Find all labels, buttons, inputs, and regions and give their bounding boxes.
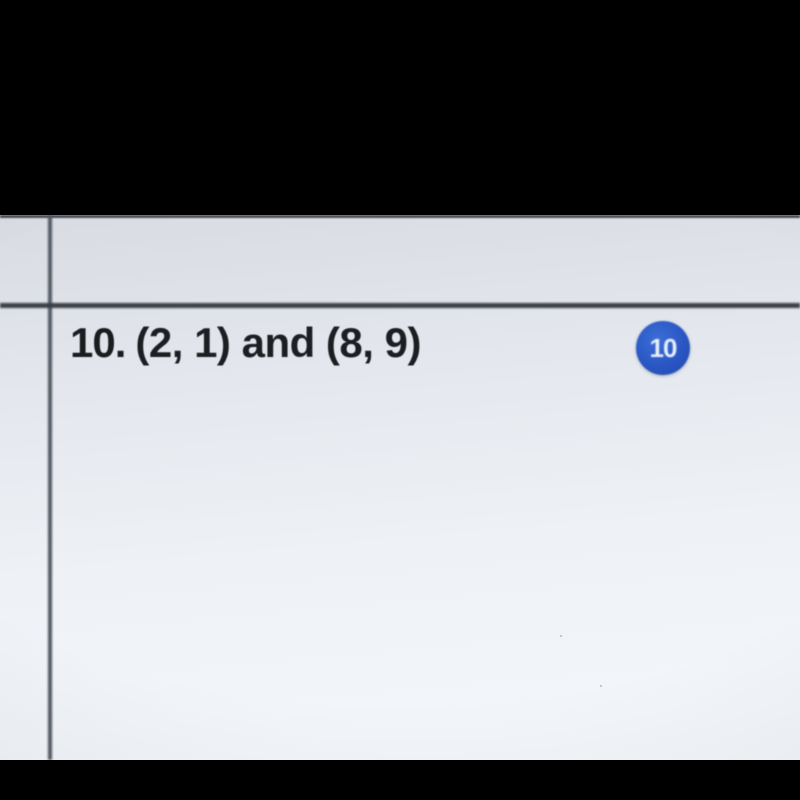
top-border-line — [0, 215, 800, 218]
problem-row: 10. (2, 1) and (8, 9) — [70, 319, 421, 367]
row-divider — [0, 303, 800, 308]
left-column-rule — [48, 215, 52, 760]
dust-spec — [560, 635, 562, 637]
worksheet-screen: 10. (2, 1) and (8, 9) 10 — [0, 215, 800, 760]
problem-text: (2, 1) and (8, 9) — [135, 319, 421, 367]
photo-vignette — [0, 215, 800, 760]
problem-badge: 10 — [636, 321, 690, 375]
dust-spec — [600, 685, 602, 687]
problem-number: 10. — [70, 319, 125, 367]
badge-number: 10 — [650, 333, 677, 364]
